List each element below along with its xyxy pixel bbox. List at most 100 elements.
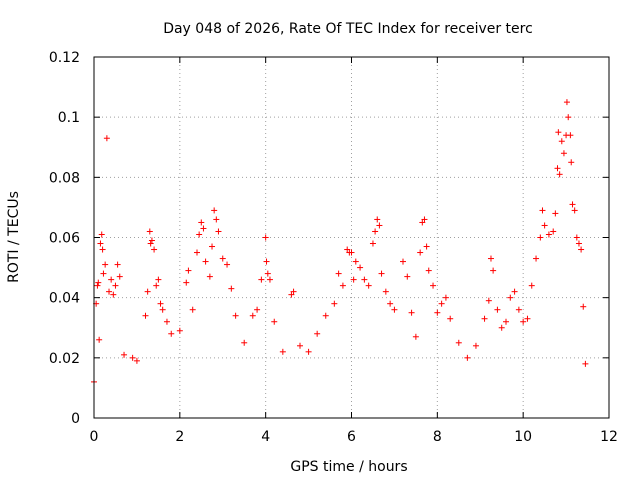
data-point <box>524 315 531 322</box>
x-axis-label: GPS time / hours <box>290 459 407 475</box>
data-point <box>515 306 522 313</box>
data-point <box>503 318 509 325</box>
data-point <box>556 171 563 178</box>
data-point <box>279 348 286 355</box>
data-point <box>425 267 432 274</box>
data-point <box>533 255 540 262</box>
data-point <box>290 288 297 295</box>
data-point <box>99 246 106 253</box>
data-point <box>352 258 359 265</box>
data-point <box>196 231 203 238</box>
y-tick-label: 0.1 <box>58 110 80 126</box>
data-point <box>106 288 113 295</box>
data-point <box>344 246 351 253</box>
data-point <box>404 273 411 280</box>
data-point <box>94 282 101 289</box>
data-point <box>219 255 226 262</box>
data-point <box>569 201 576 208</box>
data-point <box>254 306 261 313</box>
data-point <box>374 216 381 223</box>
data-point <box>568 159 575 166</box>
data-point <box>153 282 160 289</box>
data-point <box>507 294 514 301</box>
data-point <box>144 288 151 295</box>
data-point <box>258 276 265 283</box>
x-tick-label: 2 <box>175 429 184 445</box>
data-point <box>146 228 153 235</box>
data-point <box>335 270 342 277</box>
data-point <box>545 231 552 238</box>
data-point <box>481 315 488 322</box>
data-point <box>382 288 389 295</box>
data-point <box>400 258 406 265</box>
data-point <box>200 225 207 232</box>
data-point <box>565 114 572 121</box>
data-point <box>155 276 162 283</box>
data-point <box>157 300 164 307</box>
data-point <box>378 270 385 277</box>
data-point <box>114 261 121 268</box>
data-point <box>571 207 578 214</box>
x-tick-label: 10 <box>514 429 532 445</box>
data-point <box>511 288 518 295</box>
data-point <box>528 282 535 289</box>
data-point <box>487 255 494 262</box>
data-point <box>232 312 239 319</box>
data-point <box>108 276 115 283</box>
data-point <box>228 285 235 292</box>
data-point <box>555 129 562 136</box>
data-point <box>541 222 548 229</box>
y-tick-label: 0.08 <box>49 170 80 186</box>
data-point <box>209 243 216 250</box>
data-point <box>224 261 231 268</box>
data-point <box>365 282 372 289</box>
x-tick-label: 6 <box>347 429 356 445</box>
data-point <box>348 249 355 256</box>
y-tick-label: 0 <box>71 411 80 427</box>
data-point <box>262 234 269 241</box>
data-point <box>264 270 271 277</box>
data-point <box>147 240 154 247</box>
data-point <box>95 279 102 286</box>
data-point <box>372 228 379 235</box>
data-point <box>314 330 321 337</box>
data-point <box>142 312 149 319</box>
data-points <box>91 99 589 385</box>
data-point <box>176 327 183 334</box>
data-point <box>563 99 570 106</box>
data-point <box>271 318 278 325</box>
data-point <box>361 276 368 283</box>
data-point <box>215 228 222 235</box>
data-point <box>438 300 445 307</box>
data-point <box>151 246 158 253</box>
x-tick-label: 4 <box>261 429 270 445</box>
data-point <box>339 282 346 289</box>
data-point <box>297 342 303 349</box>
data-point <box>112 282 119 289</box>
data-point <box>490 267 497 274</box>
data-point <box>421 216 428 223</box>
data-point <box>168 330 175 337</box>
data-point <box>498 324 505 331</box>
data-point <box>211 207 218 214</box>
data-point <box>110 291 117 298</box>
data-point <box>305 348 312 355</box>
data-point <box>133 357 140 364</box>
data-point <box>350 276 357 283</box>
data-point <box>580 303 587 310</box>
data-point <box>266 276 273 283</box>
data-point <box>567 132 574 139</box>
data-point <box>485 297 492 304</box>
data-point <box>423 243 430 250</box>
x-tick-label: 12 <box>600 429 618 445</box>
data-point <box>185 267 192 274</box>
data-point <box>103 135 110 142</box>
data-point <box>578 246 585 253</box>
data-point <box>417 249 424 256</box>
data-point <box>464 354 471 361</box>
data-point <box>288 291 295 298</box>
data-point <box>96 336 103 343</box>
y-tick-label: 0.04 <box>49 291 80 307</box>
data-point <box>102 261 109 268</box>
data-point <box>520 318 527 325</box>
